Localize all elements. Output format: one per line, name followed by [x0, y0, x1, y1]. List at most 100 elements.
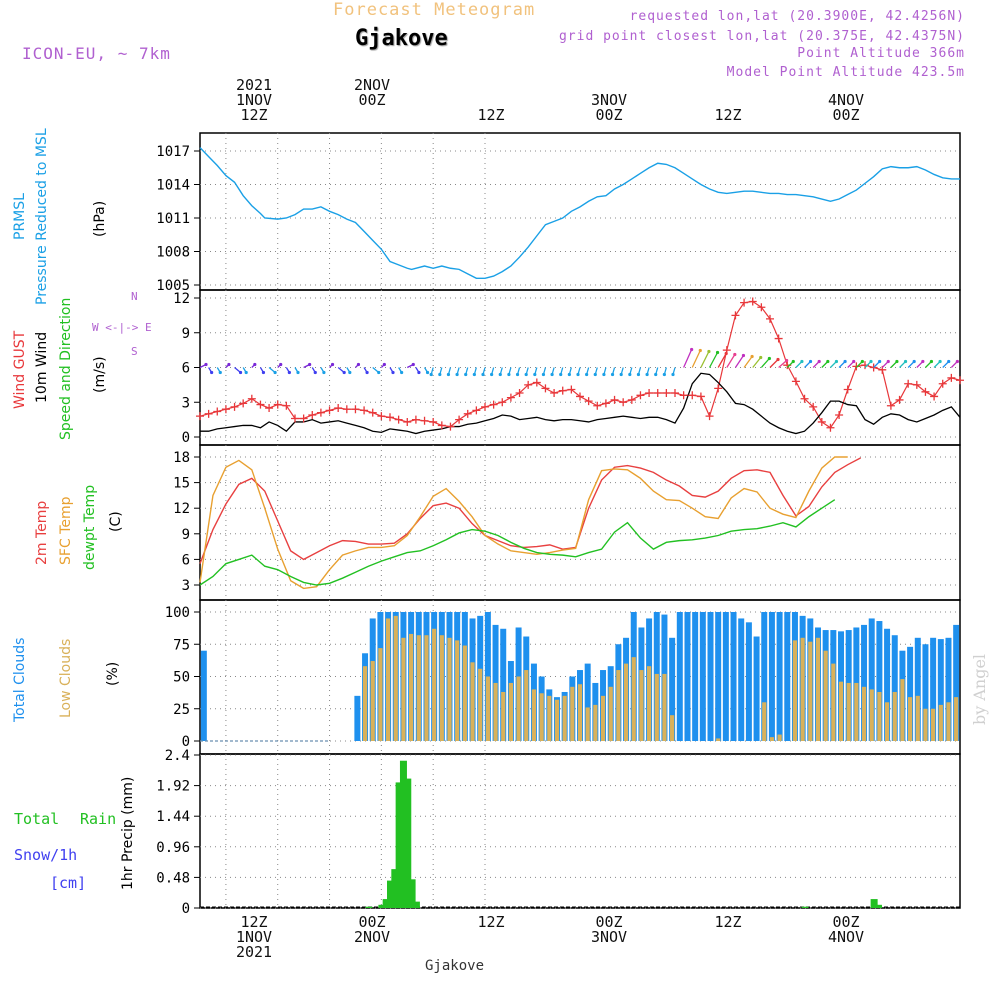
- rain-label: Rain: [80, 810, 117, 828]
- rain-bar: [801, 906, 809, 908]
- low-cloud-bar: [501, 691, 506, 741]
- low-cloud-bar: [654, 673, 659, 741]
- y-tick-label: 6: [182, 552, 190, 568]
- y-tick-label: 1005: [156, 278, 190, 294]
- gust-point: [601, 399, 610, 408]
- y-tick-label: 50: [173, 670, 190, 686]
- y-tick-label: 0: [182, 734, 190, 750]
- pressure-series-line: [199, 147, 960, 279]
- wind-arrow-head: [662, 372, 666, 377]
- total-cloud-bar: [707, 612, 714, 741]
- y-tick-label: 12: [173, 291, 190, 307]
- gust-point: [437, 421, 446, 430]
- wind-arrow-head: [227, 362, 231, 367]
- wind-arrow-head: [785, 358, 789, 363]
- wind-arrow-head: [524, 372, 528, 377]
- wind-arrow-head: [938, 359, 942, 364]
- compass-n: N: [131, 290, 138, 303]
- wind-arrow-head: [550, 372, 554, 377]
- wind-arrow-head: [365, 370, 369, 375]
- wind-direction-arrow: [700, 351, 710, 368]
- wind-arrow-head: [253, 362, 257, 367]
- gust-point: [757, 303, 766, 312]
- wind-arrow-head: [455, 372, 459, 377]
- wind-arrow-head: [382, 362, 386, 367]
- total-cloud-bar: [500, 628, 507, 741]
- rain-bar: [365, 906, 373, 908]
- wind-direction-arrow: [726, 354, 736, 368]
- wind-arrow-head: [707, 349, 711, 354]
- total-cloud-bar: [930, 637, 937, 741]
- gust-point: [265, 404, 274, 413]
- wind-arrow-head: [438, 372, 442, 377]
- wind-arrow-head: [296, 370, 300, 375]
- gust-point: [394, 415, 403, 424]
- top-time-label: 4NOV 00Z: [827, 91, 865, 124]
- rain-bar: [378, 904, 386, 908]
- low-cloud-bar: [416, 635, 421, 741]
- low-cloud-bar: [362, 666, 368, 741]
- wind-arrow-head: [826, 359, 830, 364]
- wind-direction-arrow: [717, 353, 727, 368]
- gust-point: [541, 384, 550, 393]
- gust-point: [636, 391, 645, 400]
- wind-arrow-head: [869, 359, 873, 364]
- wind-arrow-head: [348, 370, 352, 375]
- gust-point: [256, 400, 265, 409]
- gust-point: [429, 417, 438, 426]
- wind-arrow-head: [947, 359, 951, 364]
- total-cloud-bar: [953, 624, 960, 741]
- wind-arrow-head: [567, 372, 571, 377]
- low-cloud-bar: [815, 637, 821, 741]
- low-cloud-bar: [531, 689, 537, 741]
- gust-point: [334, 404, 343, 413]
- gust-point: [204, 409, 213, 418]
- wind-arrow-head: [921, 359, 925, 364]
- wind-arrow-head: [654, 372, 658, 377]
- y-tick-label: 18: [173, 450, 190, 466]
- snow-label: Snow/1h: [14, 846, 78, 864]
- low-cloud-bar: [370, 661, 375, 741]
- gust-point: [247, 394, 256, 403]
- gust-point: [411, 415, 420, 424]
- wind-arrow-head: [498, 372, 502, 377]
- low-cloud-bar: [884, 702, 890, 741]
- rain-bar: [382, 899, 390, 908]
- wind10-series-line: [200, 372, 961, 435]
- gust-point: [498, 398, 507, 407]
- gust-point: [895, 395, 904, 404]
- low-cloud-bar: [800, 637, 805, 741]
- wind-arrow-head: [472, 372, 476, 377]
- wind-arrow-head: [411, 362, 415, 367]
- low-cloud-bar: [877, 691, 882, 741]
- y-tick-label: 1.44: [156, 809, 190, 825]
- low-cloud-bar: [562, 695, 567, 741]
- wind-direction-arrow: [683, 349, 693, 368]
- low-cloud-bar: [861, 686, 867, 741]
- low-cloud-bar: [900, 679, 905, 741]
- point-altitude: Point Altitude 366m: [797, 46, 965, 61]
- gust-point: [748, 297, 757, 306]
- total-cloud-bar: [868, 618, 875, 741]
- gust-point: [316, 408, 325, 417]
- gust-point: [455, 415, 464, 424]
- clouds-panel: 0 25 50 75 100: [165, 599, 961, 755]
- total-cloud-bar: [784, 612, 791, 741]
- wind-arrow-head: [481, 372, 485, 377]
- gust-point: [843, 385, 852, 394]
- wind-arrow-head: [218, 370, 222, 375]
- wind-arrow-head: [533, 372, 537, 377]
- gust-point: [800, 394, 809, 403]
- gust-point: [938, 379, 947, 388]
- gust-point: [472, 406, 481, 415]
- gust-point: [774, 334, 783, 343]
- top-time-label: 12Z: [714, 106, 742, 124]
- wind-arrow-head: [645, 372, 649, 377]
- gust-point: [912, 380, 921, 389]
- low-cloud-bar: [485, 676, 490, 741]
- rain-bar: [412, 901, 420, 908]
- model-altitude: Model Point Altitude 423.5m: [726, 65, 965, 80]
- snow-unit: [cm]: [50, 874, 87, 892]
- sfc-temp-series-line: [199, 456, 848, 590]
- total-cloud-bar: [776, 612, 783, 741]
